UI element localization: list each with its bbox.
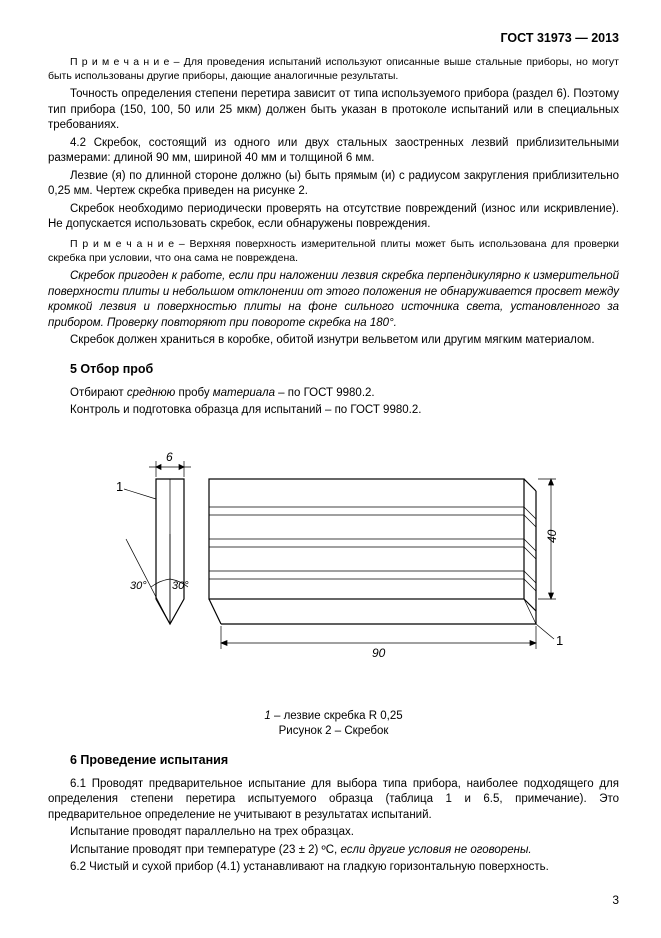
note-2-label: П р и м е ч а н и е	[70, 238, 174, 250]
ref-1-b: 1	[556, 633, 563, 648]
section-6-parallel: Испытание проводят параллельно на трех о…	[48, 825, 619, 841]
section-6-p1: 6.1 Проводят предварительное испытание д…	[48, 777, 619, 824]
angle-30-a: 30°	[130, 580, 147, 592]
page-number: 3	[48, 892, 619, 908]
fig-cap-1-text: – лезвие скребка R 0,25	[271, 710, 403, 722]
ref-1-a: 1	[116, 479, 123, 494]
figure-caption-1: 1 – лезвие скребка R 0,25	[48, 709, 619, 725]
paragraph-check: Скребок необходимо периодически проверят…	[48, 202, 619, 233]
s5-p1-a: Отбирают	[70, 387, 127, 399]
document-header: ГОСТ 31973 — 2013	[48, 30, 619, 47]
figure-caption-2: Рисунок 2 – Скребок	[48, 724, 619, 740]
s5-p1-c: – по ГОСТ 9980.2.	[275, 387, 375, 399]
section-6-temp: Испытание проводят при температуре (23 ±…	[48, 843, 619, 859]
s6-temp-a: Испытание проводят при температуре (23 ±…	[70, 844, 340, 856]
paragraph-italic-check: Скребок пригоден к работе, если при нало…	[48, 269, 619, 331]
note-1: П р и м е ч а н и е – Для проведения исп…	[48, 55, 619, 83]
s5-p1-em2: материала	[213, 387, 275, 399]
section-5-title: 5 Отбор проб	[70, 361, 619, 378]
section-5-p1: Отбирают среднюю пробу материала – по ГО…	[48, 386, 619, 402]
section-6-title: 6 Проведение испытания	[70, 752, 619, 769]
note-2: П р и м е ч а н и е – Верхняя поверхност…	[48, 237, 619, 265]
dim-40: 40	[545, 529, 559, 543]
figure-2: 6 1 30° 30°	[48, 439, 619, 740]
angle-30-b: 30°	[172, 580, 189, 592]
note-1-label: П р и м е ч а н и е	[70, 56, 169, 68]
s6-temp-em: если другие условия не оговорены.	[340, 844, 531, 856]
scraper-diagram: 6 1 30° 30°	[94, 439, 574, 709]
dim-6: 6	[166, 450, 173, 464]
paragraph-accuracy: Точность определения степени перетира за…	[48, 87, 619, 134]
paragraph-4-2: 4.2 Скребок, состоящий из одного или дву…	[48, 136, 619, 167]
section-5-p2: Контроль и подготовка образца для испыта…	[48, 403, 619, 419]
s5-p1-em: среднюю	[127, 387, 175, 399]
paragraph-store: Скребок должен храниться в коробке, обит…	[48, 333, 619, 349]
s5-p1-b: пробу	[175, 387, 213, 399]
section-6-p2: 6.2 Чистый и сухой прибор (4.1) устанавл…	[48, 860, 619, 876]
paragraph-blade: Лезвие (я) по длинной стороне должно (ы)…	[48, 169, 619, 200]
dim-90: 90	[372, 646, 386, 660]
